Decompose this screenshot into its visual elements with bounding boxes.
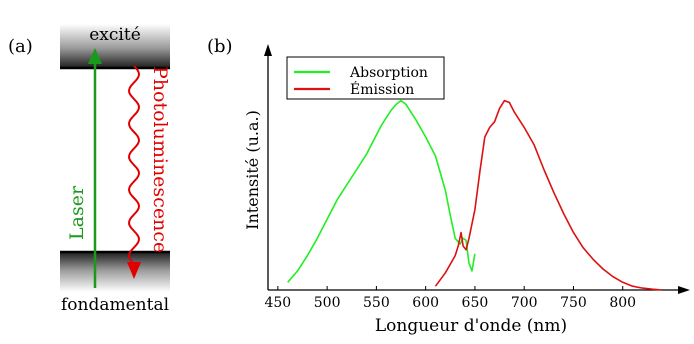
x-tick-label: 800 [609,295,636,311]
y-axis-arrow [264,44,272,56]
legend-box [286,56,445,100]
x-tick-label: 750 [560,295,587,311]
excited-label: excité [89,25,141,45]
series-line-emission [434,99,663,291]
y-axis-label: Intensité (u.a.) [243,110,262,230]
x-tick-label: 550 [363,295,390,311]
ground-label: fondamental [61,295,169,315]
pl-wavy-arrow [127,65,141,265]
legend-entry: Émission [350,80,414,98]
x-tick-label: 700 [511,295,538,311]
excited-level-band [60,24,170,68]
x-tick-label: 600 [412,295,439,311]
x-tick-label: 450 [264,295,291,311]
chart-curves [287,99,663,291]
pl-label: Photoluminescence [149,66,171,253]
ground-level-band [60,252,170,292]
panel-a-label: (a) [8,36,33,57]
panel-b-label: (b) [207,36,233,57]
x-ticks: 450 500 550 600 650 700 750 800 [264,286,636,311]
laser-arrow-head [88,48,102,64]
x-tick-label: 500 [314,295,341,311]
pl-arrow-head [127,262,141,279]
series-line-absorption [287,99,476,283]
x-axis-label: Longueur d'onde (nm) [375,316,567,336]
x-tick-label: 650 [462,295,489,311]
legend-entry: Absorption [349,65,428,81]
laser-label: Laser [66,185,88,240]
x-axis-arrow [678,286,690,294]
panel-a: (a) excité fondamental Laser Photolumine… [8,24,171,315]
panel-b: (b) 450 500 550 600 650 700 750 800 Longueur d'… [207,36,690,336]
